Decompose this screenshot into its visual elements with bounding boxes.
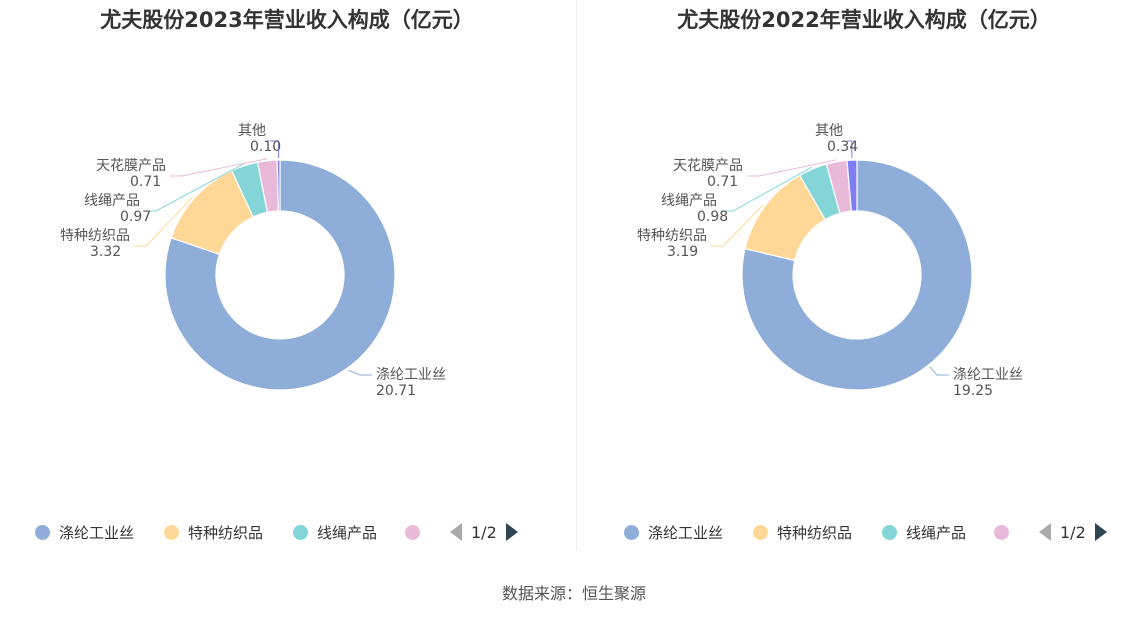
- slice-label-value: 3.19: [667, 244, 698, 260]
- donut-segment-polyester-yarn[interactable]: [164, 159, 396, 391]
- slice-label-name: 特种纺织品: [637, 228, 707, 244]
- legend-item-polyester-yarn[interactable]: 涤纶工业丝: [35, 521, 134, 543]
- label-leader-line: [170, 158, 268, 177]
- legend-item-partial[interactable]: [405, 521, 429, 543]
- legend-marker: [753, 524, 768, 540]
- legend-next-icon[interactable]: [1094, 521, 1108, 543]
- slice-label-value: 0.71: [130, 174, 161, 190]
- slice-label-value: 3.32: [90, 244, 121, 260]
- label-leader-line: [747, 159, 837, 177]
- slice-label-value: 0.98: [697, 209, 728, 225]
- panel-divider: [576, 0, 577, 550]
- legend-label: 特种纺织品: [188, 523, 264, 542]
- legend-label: 涤纶工业丝: [648, 523, 724, 542]
- legend-marker: [624, 524, 639, 540]
- label-leader-line: [847, 140, 853, 159]
- slice-label-name: 其他: [238, 123, 266, 139]
- slice-label-name: 其他: [815, 123, 843, 139]
- label-leader-line: [929, 366, 949, 376]
- chart-panel-2022: 尤夫股份2022年营业收入构成（亿元） 涤纶工业丝 19.25 其他 0.34 天花膜产…: [577, 0, 1148, 560]
- label-leader-line: [144, 163, 244, 212]
- legend-next-icon[interactable]: [505, 521, 519, 543]
- slice-label-value: 0.10: [250, 139, 281, 155]
- legend-marker: [994, 524, 1009, 540]
- legend-label: 线绳产品: [317, 523, 378, 542]
- chart-title: 尤夫股份2023年营业收入构成（亿元）: [100, 8, 474, 32]
- donut-segment-other[interactable]: [846, 159, 858, 212]
- legend-label: 特种纺织品: [777, 523, 853, 542]
- legend-pager: 1/2: [449, 521, 519, 543]
- slice-label-value: 0.34: [827, 139, 858, 155]
- donut-segment-other[interactable]: [276, 159, 281, 212]
- legend-item-polyester-yarn[interactable]: 涤纶工业丝: [624, 521, 723, 543]
- slice-label-name: 涤纶工业丝: [376, 367, 446, 383]
- data-source-note: 数据来源：恒生聚源: [501, 584, 646, 603]
- legend: 涤纶工业丝 特种纺织品 线绳产品 1/2: [0, 521, 574, 543]
- legend-marker: [293, 524, 308, 540]
- legend-marker: [35, 524, 50, 540]
- slice-label-name: 线绳产品: [661, 193, 717, 209]
- legend-item-special-textiles[interactable]: 特种纺织品: [753, 521, 852, 543]
- slice-label-value: 20.71: [376, 383, 416, 399]
- slice-label-name: 天花膜产品: [673, 158, 743, 174]
- legend-page-indicator: 1/2: [471, 522, 497, 542]
- slice-label-name: 线绳产品: [84, 193, 140, 209]
- legend-marker: [882, 524, 897, 540]
- slice-label-name: 涤纶工业丝: [953, 367, 1023, 383]
- legend-item-cord-products[interactable]: 线绳产品: [882, 521, 966, 543]
- legend-prev-icon[interactable]: [449, 521, 463, 543]
- label-leader-line: [721, 166, 813, 212]
- slice-label-value: 19.25: [953, 383, 993, 399]
- legend-label: 线绳产品: [906, 523, 967, 542]
- legend-pager: 1/2: [1038, 521, 1108, 543]
- label-leader-line: [134, 196, 194, 247]
- legend-marker: [164, 524, 179, 540]
- label-leader-line: [347, 369, 372, 376]
- legend-prev-icon[interactable]: [1038, 521, 1052, 543]
- slice-label-value: 0.97: [120, 209, 151, 225]
- label-leader-line: [270, 140, 280, 159]
- donut-segment-polyester-yarn[interactable]: [741, 159, 973, 391]
- legend: 涤纶工业丝 特种纺织品 线绳产品 1/2: [577, 521, 1148, 543]
- legend-item-cord-products[interactable]: 线绳产品: [293, 521, 377, 543]
- legend-marker: [405, 524, 420, 540]
- chart-title: 尤夫股份2022年营业收入构成（亿元）: [677, 8, 1051, 32]
- label-leader-line: [711, 204, 764, 247]
- legend-page-indicator: 1/2: [1060, 522, 1086, 542]
- legend-item-partial[interactable]: [994, 521, 1018, 543]
- legend-label: 涤纶工业丝: [59, 523, 135, 542]
- chart-panel-2023: 尤夫股份2023年营业收入构成（亿元） 涤纶工业丝 20.71 其他 0.10 天花膜产…: [0, 0, 574, 560]
- slice-label-name: 特种纺织品: [60, 228, 130, 244]
- legend-item-special-textiles[interactable]: 特种纺织品: [164, 521, 263, 543]
- slice-label-name: 天花膜产品: [96, 158, 166, 174]
- slice-label-value: 0.71: [707, 174, 738, 190]
